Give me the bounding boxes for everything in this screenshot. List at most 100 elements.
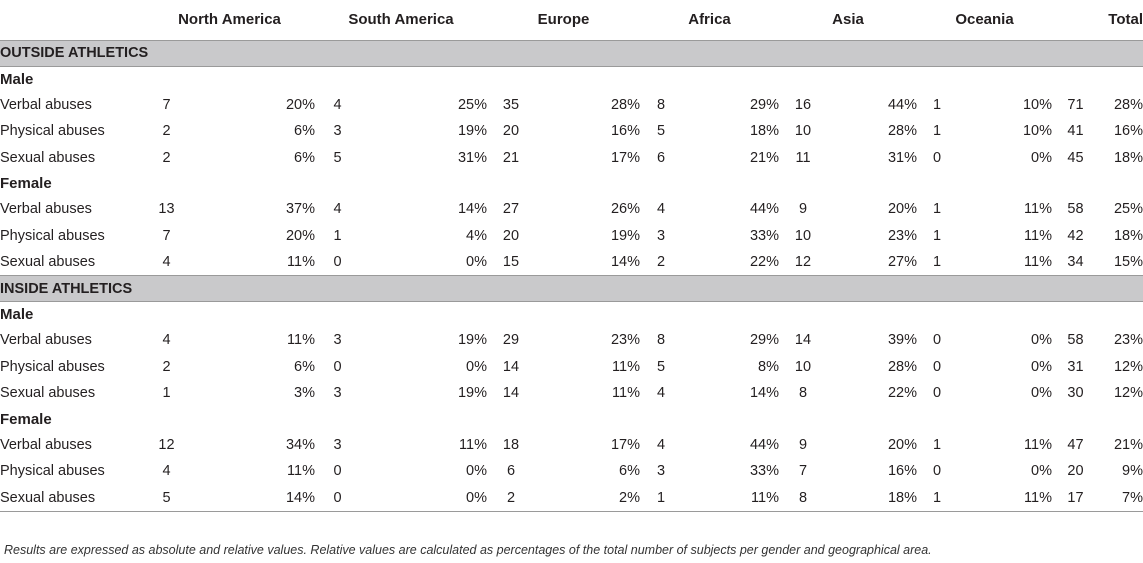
table-row: Physical abuses 2 6% 3 19% 20 16% 5 18% 10 28% 1 10%… xyxy=(0,118,1143,145)
count-cell: 3 xyxy=(333,123,342,140)
percent-cell: 11% xyxy=(1024,254,1052,270)
count-cell: 2 xyxy=(162,358,171,375)
count-cell: 18 xyxy=(502,436,520,453)
table-body: OUTSIDE ATHLETICS Male Verbal abuses 7 20% 4 2… xyxy=(0,39,1143,512)
count-cell: 10 xyxy=(794,227,812,244)
percent-cell: 12% xyxy=(1113,358,1143,375)
count-cell: 1 xyxy=(932,227,942,244)
table-row: Verbal abuses 7 20% 4 25% 35 28% 8 29% 16 44% 1 10% 7… xyxy=(0,92,1143,119)
table-row: Verbal abuses 13 37% 4 14% 27 26% 4 44% 9 20% 1 11% 5… xyxy=(0,196,1143,223)
count-cell: 12 xyxy=(158,436,175,453)
count-cell: 31 xyxy=(1067,358,1084,375)
gender-group-row: Male xyxy=(0,66,1143,92)
count-cell: 4 xyxy=(656,201,666,218)
count-cell: 4 xyxy=(333,201,342,218)
percent-cell: 33% xyxy=(749,227,779,244)
count-cell: 41 xyxy=(1067,123,1084,140)
row-label: Physical abuses xyxy=(0,227,105,244)
percent-cell: 6% xyxy=(294,358,315,375)
percent-cell: 29% xyxy=(749,96,779,113)
count-cell: 2 xyxy=(656,254,666,270)
count-cell: 0 xyxy=(333,254,342,270)
count-cell: 58 xyxy=(1067,332,1084,349)
percent-cell: 6% xyxy=(294,149,315,166)
count-cell: 7 xyxy=(798,463,808,480)
gender-label: Female xyxy=(0,175,52,192)
count-cell: 1 xyxy=(932,254,942,270)
gender-group-row: Female xyxy=(0,171,1143,196)
section-title: INSIDE ATHLETICS xyxy=(0,275,1143,302)
count-cell: 6 xyxy=(656,149,666,166)
percent-cell: 11% xyxy=(1024,201,1052,218)
count-cell: 3 xyxy=(333,436,342,453)
percent-cell: 31% xyxy=(457,149,487,166)
table-footnote: Results are expressed as absolute and re… xyxy=(4,543,932,557)
percent-cell: 16% xyxy=(610,123,640,140)
count-cell: 4 xyxy=(162,254,171,270)
percent-cell: 10% xyxy=(1022,123,1052,140)
gender-group-row: Male xyxy=(0,302,1143,328)
count-cell: 1 xyxy=(162,385,171,402)
row-label: Sexual abuses xyxy=(0,254,96,270)
count-cell: 4 xyxy=(333,96,342,113)
percent-cell: 4% xyxy=(466,227,487,244)
percent-cell: 11% xyxy=(287,254,315,270)
count-cell: 35 xyxy=(502,96,520,113)
count-cell: 34 xyxy=(1067,254,1084,270)
percent-cell: 34% xyxy=(285,436,315,453)
percent-cell: 26% xyxy=(610,201,640,218)
count-cell: 2 xyxy=(487,484,535,512)
count-cell: 17 xyxy=(1052,484,1099,512)
percent-cell: 44% xyxy=(749,201,779,218)
table-row: Physical abuses 7 20% 1 4% 20 19% 3 33% 10 23% 1 11%… xyxy=(0,223,1143,250)
count-cell: 15 xyxy=(502,254,520,270)
count-cell: 58 xyxy=(1067,201,1084,218)
count-cell: 14 xyxy=(502,358,520,375)
count-cell: 1 xyxy=(932,123,942,140)
percent-cell: 39% xyxy=(887,332,917,349)
percent-cell: 23% xyxy=(610,332,640,349)
count-cell: 47 xyxy=(1067,436,1084,453)
table-row: Sexual abuses 2 6% 5 31% 21 17% 6 21% 11 31% 0 0% 45 1… xyxy=(0,145,1143,172)
percent-cell: 6% xyxy=(619,463,640,480)
count-cell: 5 xyxy=(656,358,666,375)
count-cell: 8 xyxy=(656,332,666,349)
count-cell: 42 xyxy=(1067,227,1084,244)
table-row: Sexual abuses 4 11% 0 0% 15 14% 2 22% 12 27% 1 11% 34… xyxy=(0,249,1143,276)
count-cell: 6 xyxy=(506,463,516,480)
column-header-europe: Europe xyxy=(487,0,640,41)
percent-cell: 14% xyxy=(189,484,315,512)
table-row: Physical abuses 2 6% 0 0% 14 11% 5 8% 10 28% 0 0% 31 1… xyxy=(0,354,1143,381)
percent-cell: 29% xyxy=(749,332,779,349)
count-cell: 11 xyxy=(795,149,811,166)
percent-cell: 11% xyxy=(957,484,1052,512)
count-cell: 29 xyxy=(502,332,520,349)
count-cell: 5 xyxy=(144,484,189,512)
count-cell: 0 xyxy=(932,463,942,480)
column-header-asia: Asia xyxy=(779,0,917,41)
percent-cell: 8% xyxy=(758,358,779,375)
count-cell: 0 xyxy=(932,385,942,402)
percent-cell: 0% xyxy=(466,463,487,480)
count-cell: 4 xyxy=(162,332,171,349)
percent-cell: 0% xyxy=(1031,463,1052,480)
percent-cell: 15% xyxy=(1113,254,1143,270)
count-cell: 0 xyxy=(932,358,942,375)
count-cell: 9 xyxy=(798,201,808,218)
percent-cell: 33% xyxy=(749,463,779,480)
column-header-total: Total xyxy=(1052,0,1143,41)
count-cell: 71 xyxy=(1067,96,1084,113)
count-cell: 7 xyxy=(162,96,171,113)
count-cell: 8 xyxy=(779,484,827,512)
percent-cell: 44% xyxy=(749,436,779,453)
table-row: Verbal abuses 12 34% 3 11% 18 17% 4 44% 9 20% 1 11% 4… xyxy=(0,432,1143,459)
count-cell: 1 xyxy=(640,484,682,512)
percent-cell: 0% xyxy=(1031,149,1052,166)
count-cell: 2 xyxy=(162,149,171,166)
count-cell: 0 xyxy=(932,332,942,349)
percent-cell: 3% xyxy=(294,385,315,402)
count-cell: 1 xyxy=(917,484,957,512)
percent-cell: 10% xyxy=(1022,96,1052,113)
percent-cell: 37% xyxy=(285,201,315,218)
percent-cell: 14% xyxy=(610,254,640,270)
